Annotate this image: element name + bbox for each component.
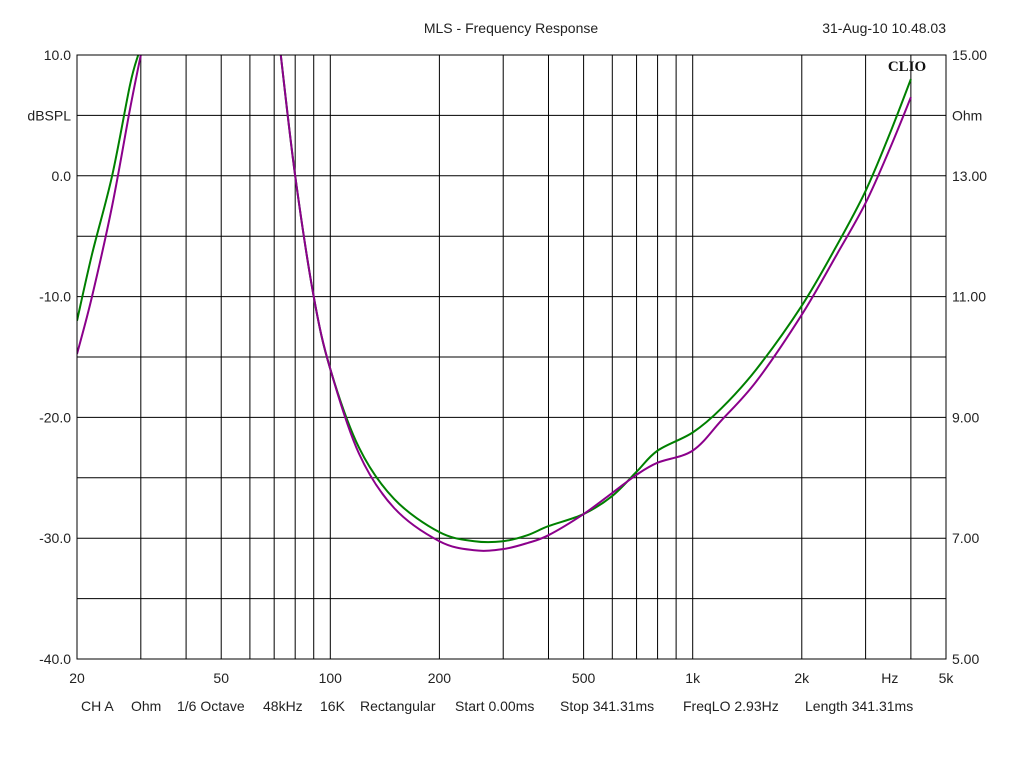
clio-logo: CLIO: [888, 59, 926, 75]
y-left-tick-label: -20.0: [39, 409, 71, 425]
footer-smoothing: 1/6 Octave: [177, 698, 245, 714]
x-tick-label: 5k: [939, 670, 955, 686]
x-tick-label: Hz: [881, 670, 898, 686]
plot-frame: [76, 54, 947, 660]
series-purple-curve: [279, 55, 912, 552]
y-right-tick-label: 11.00: [952, 289, 986, 305]
y-left-tick-label: -30.0: [39, 530, 71, 546]
x-tick-label: 2k: [794, 670, 810, 686]
y-left-tick-label: -10.0: [39, 289, 71, 305]
x-tick-label: 50: [213, 670, 229, 686]
series-purple-curve: [77, 55, 142, 355]
y-right-tick-label: 15.00: [952, 47, 987, 63]
axis-labels: 20 50 100 200 500 1k 2k Hz 5k 10.0 0.0 -10.0 -20.0 -3…: [27, 47, 987, 686]
footer-stop: Stop 341.31ms: [560, 698, 654, 714]
chart-series: [77, 55, 912, 552]
y-right-tick-label: 7.00: [952, 530, 979, 546]
x-tick-label: 20: [69, 670, 85, 686]
footer-start: Start 0.00ms: [455, 698, 534, 714]
y-left-tick-label: 10.0: [44, 47, 71, 63]
x-tick-label: 500: [572, 670, 596, 686]
y-left-tick-label: -40.0: [39, 651, 71, 667]
footer-length: Length 341.31ms: [805, 698, 913, 714]
y-right-tick-label: 5.00: [952, 651, 979, 667]
footer-window: Rectangular: [360, 698, 436, 714]
footer-unit: Ohm: [131, 698, 161, 714]
footer-sample-rate: 48kHz: [263, 698, 303, 714]
series-green-curve: [77, 55, 140, 321]
y-right-axis-label: Ohm: [952, 107, 982, 123]
x-tick-label: 100: [319, 670, 343, 686]
y-right-tick-label: 9.00: [952, 409, 979, 425]
y-right-tick-label: 13.00: [952, 168, 987, 184]
footer-channel: CH A: [81, 698, 114, 714]
x-tick-label: 1k: [685, 670, 701, 686]
y-left-tick-label: 0.0: [52, 168, 72, 184]
x-tick-label: 200: [428, 670, 452, 686]
footer-size: 16K: [320, 698, 346, 714]
footer-freqlo: FreqLO 2.93Hz: [683, 698, 779, 714]
timestamp: 31-Aug-10 10.48.03: [822, 20, 946, 36]
chart-title: MLS - Frequency Response: [424, 20, 599, 36]
y-left-axis-label: dBSPL: [27, 107, 71, 123]
chart-grid: [77, 55, 946, 659]
